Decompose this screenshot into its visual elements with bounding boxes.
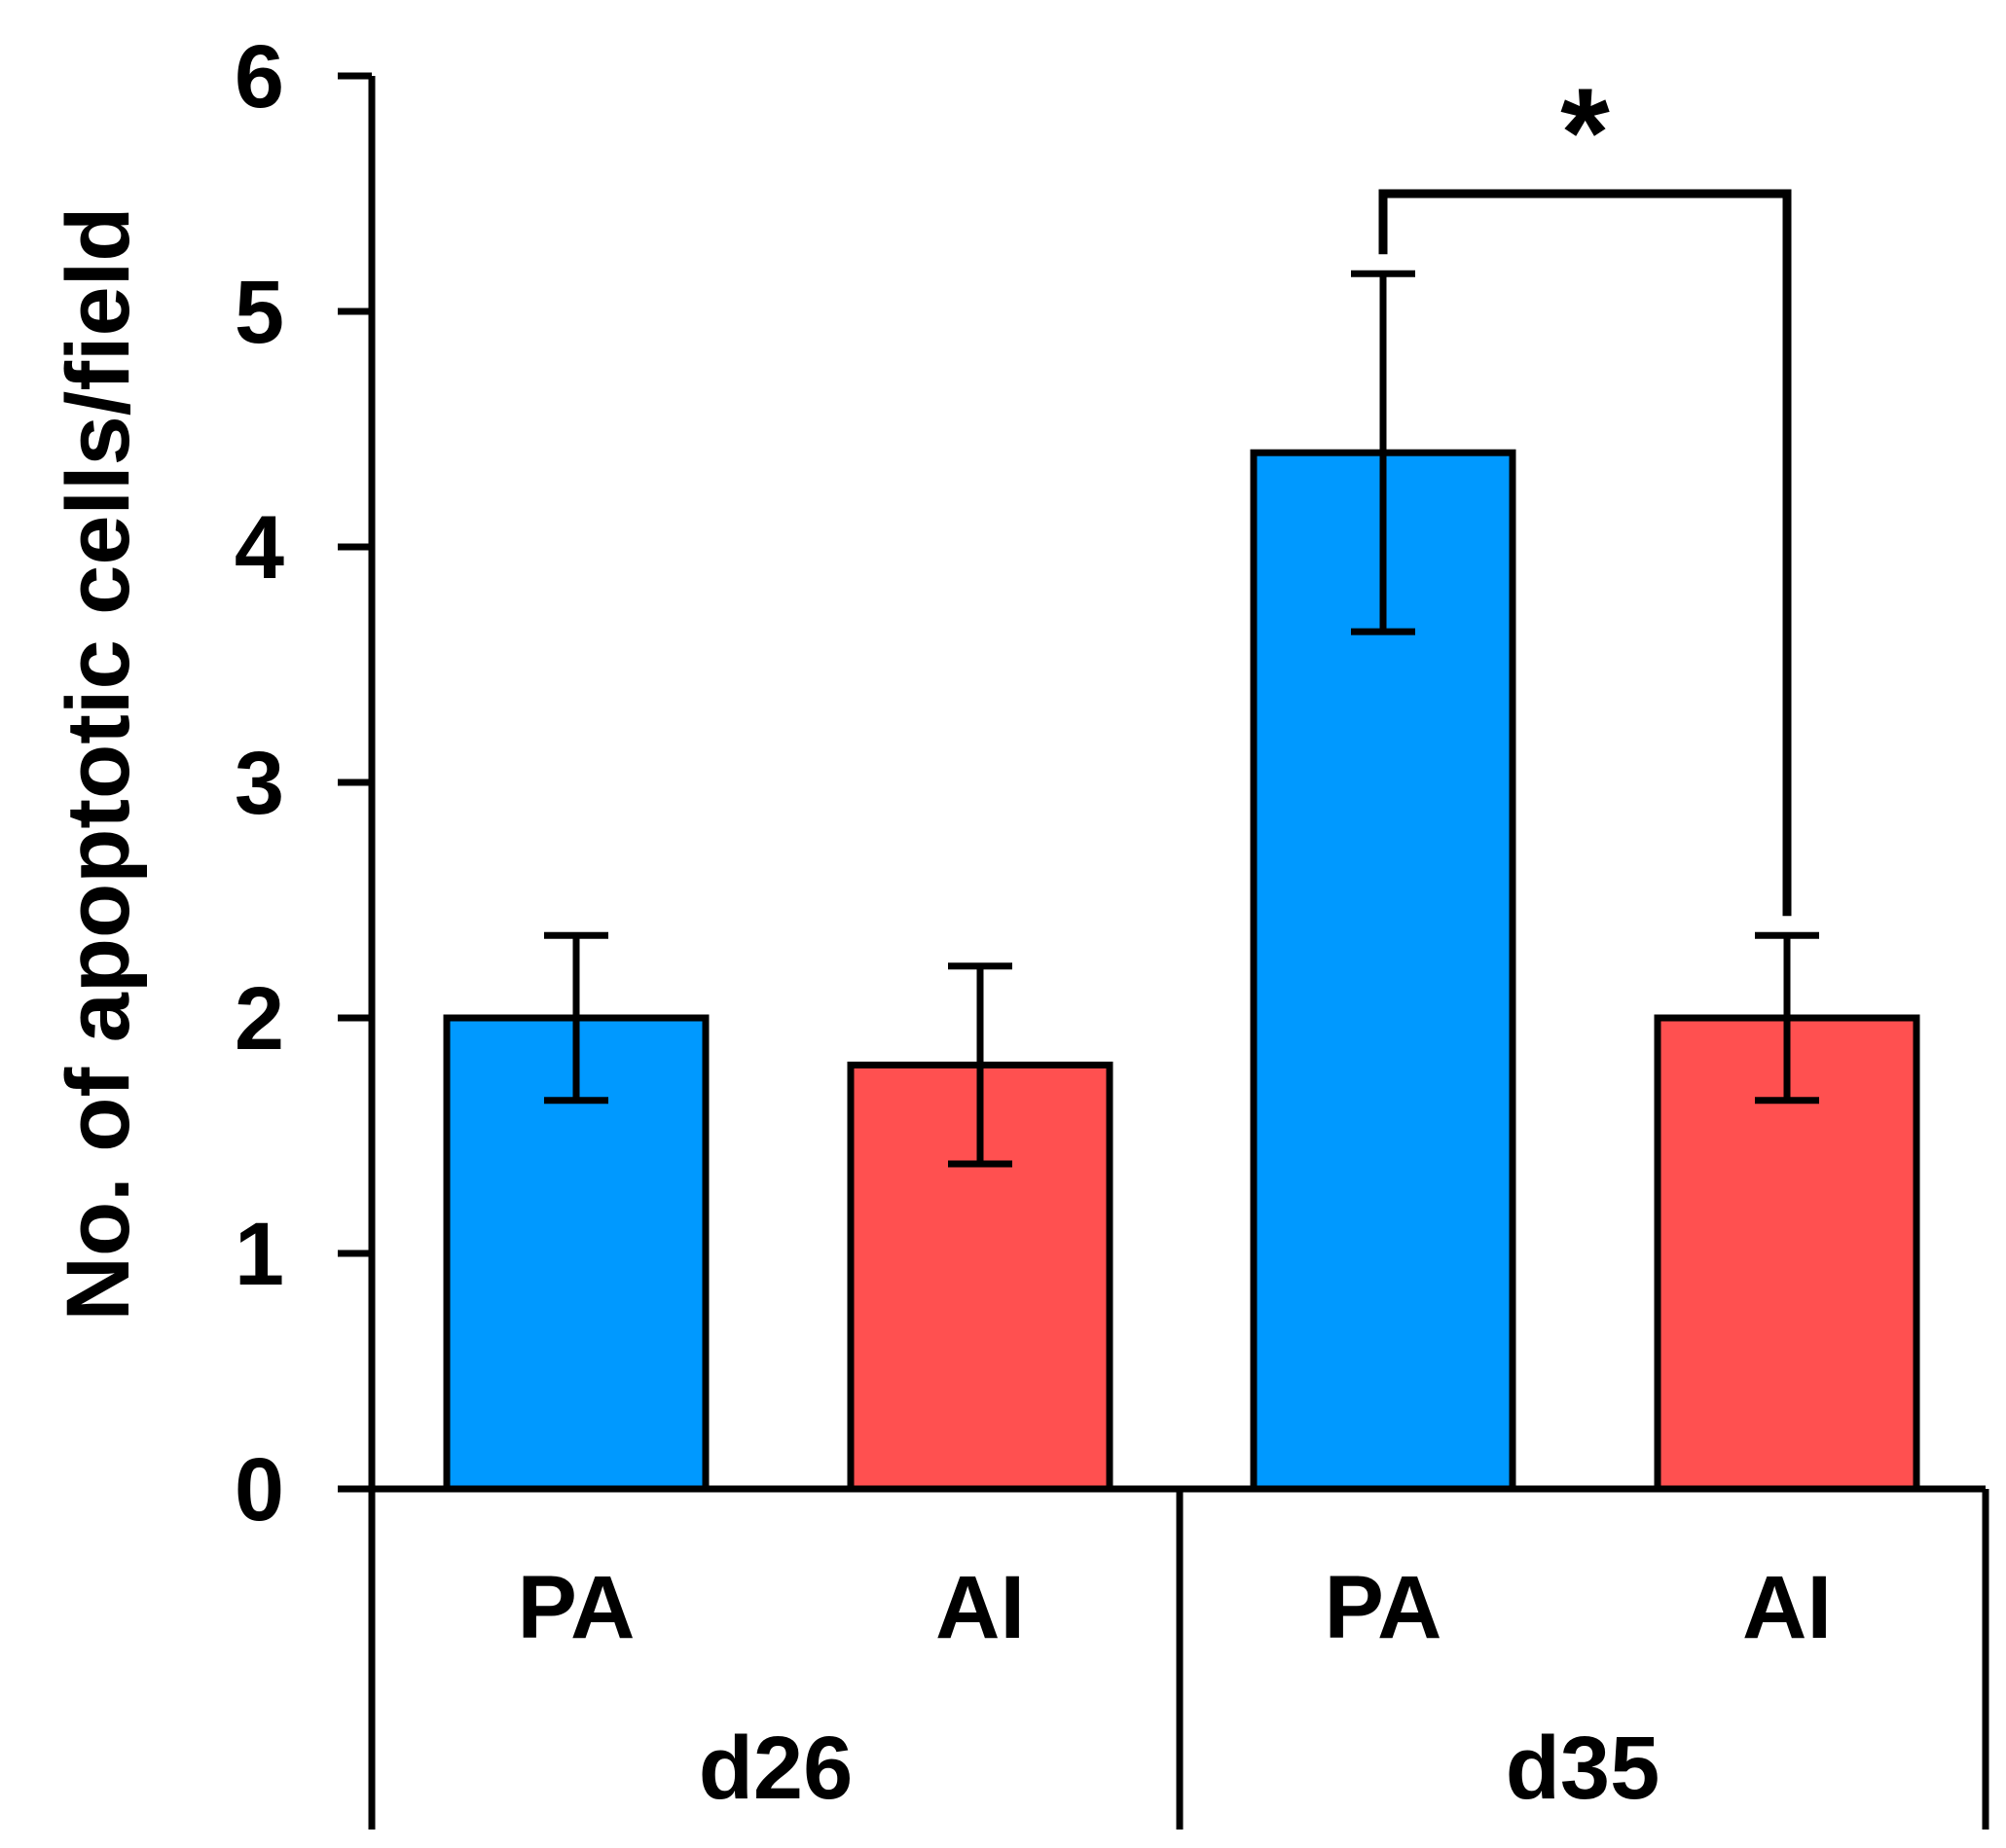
y-tick-label: 5	[235, 263, 284, 362]
significance-bracket	[1378, 189, 1792, 917]
x-category-label: AI	[1742, 1558, 1832, 1657]
y-tick-label: 1	[235, 1205, 284, 1304]
error-bars	[544, 270, 1819, 1168]
y-tick-label: 6	[235, 27, 284, 127]
y-tick-label: 2	[235, 969, 284, 1069]
bars	[443, 449, 1920, 1493]
x-category-label: PA	[518, 1558, 636, 1657]
y-tick-label: 3	[235, 734, 284, 833]
significance-star: *	[1560, 61, 1610, 203]
y-tick-label: 4	[235, 498, 284, 598]
x-category-label: PA	[1325, 1558, 1442, 1657]
x-category-label: AI	[935, 1558, 1025, 1657]
x-group-label: d26	[699, 1719, 854, 1818]
y-tick-label: 0	[235, 1440, 284, 1540]
x-group-label: d35	[1506, 1719, 1660, 1818]
y-axis-title-group: No. of apoptotic cells/field	[49, 207, 148, 1322]
y-axis-title: No. of apoptotic cells/field	[49, 207, 148, 1322]
significance-annotations: *	[1378, 61, 1792, 917]
axis-labels: 0 1 2 3 4 5 6 PA AI d26 PA AI d35	[235, 27, 1832, 1818]
